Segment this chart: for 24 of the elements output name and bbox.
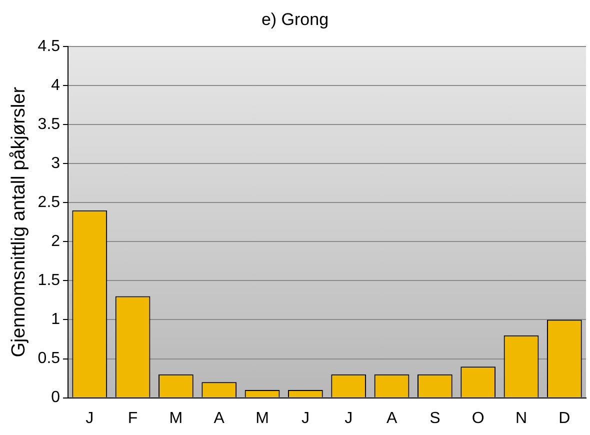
x-tick-label: F — [128, 410, 138, 427]
y-tick-label: 0.5 — [38, 350, 60, 368]
x-tick-label: S — [430, 410, 440, 427]
y-tick-label: 4.5 — [38, 38, 60, 55]
y-tick-label: 1.5 — [38, 272, 60, 290]
y-axis-title: Gjennomsnittlig antall påkjørsler — [8, 86, 30, 358]
x-tick-label: A — [214, 410, 225, 427]
y-tick-label: 4 — [51, 76, 60, 94]
chart-title: e) Grong — [261, 10, 329, 29]
y-tick-label: 2 — [51, 233, 60, 250]
y-tick-label: 2.5 — [38, 194, 60, 211]
y-tick-label: 0 — [51, 389, 60, 406]
x-tick-label: D — [558, 410, 570, 427]
y-tick-label: 1 — [51, 311, 60, 328]
y-tick-label: 3.5 — [38, 116, 60, 133]
x-tick-label: A — [386, 410, 398, 427]
x-tick-label: M — [256, 410, 269, 427]
x-tick-label: N — [515, 410, 528, 427]
x-tick-label: J — [301, 410, 310, 427]
x-tick-label: J — [344, 410, 353, 427]
x-tick-label: O — [472, 410, 484, 427]
x-tick-label: M — [169, 410, 183, 427]
x-tick-label: J — [86, 410, 94, 427]
y-tick-label: 3 — [51, 154, 60, 172]
